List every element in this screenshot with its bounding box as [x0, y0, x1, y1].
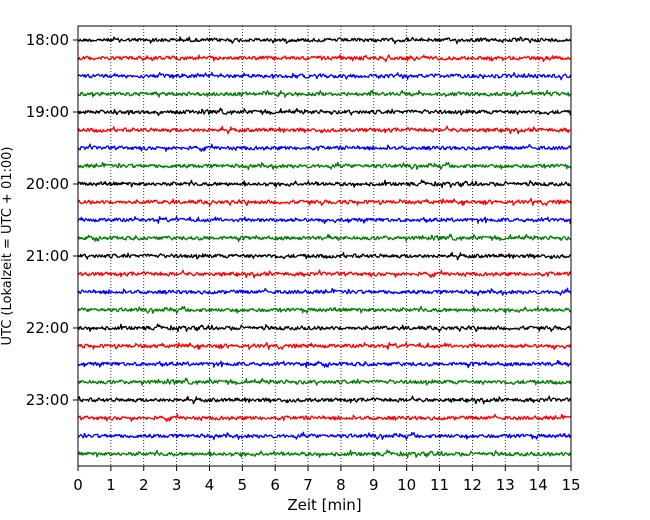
- seismogram-traces: [77, 36, 572, 459]
- trace-2200: [77, 323, 572, 333]
- y-tick-label-21:00: 21:00: [26, 247, 69, 265]
- x-tick-label-8: 8: [336, 476, 346, 494]
- plot-frame: [77, 25, 572, 467]
- x-tick-label-4: 4: [205, 476, 215, 494]
- x-tick-label-9: 9: [369, 476, 379, 494]
- x-tick-label-14: 14: [529, 476, 548, 494]
- x-tick-label-3: 3: [172, 476, 182, 494]
- trace-2315: [77, 413, 572, 422]
- trace-2000: [77, 179, 572, 189]
- trace-2215: [77, 341, 572, 351]
- trace-1945: [77, 161, 572, 171]
- trace-2230: [77, 359, 572, 369]
- trace-2045: [77, 233, 572, 243]
- y-axis-ticks: 18:00 19:00 20:00 21:00 22:00 23:00: [26, 31, 78, 409]
- trace-2145: [77, 305, 572, 314]
- trace-1900: [77, 107, 572, 117]
- grid-lines: [110, 26, 539, 466]
- y-tick-label-18:00: 18:00: [26, 31, 69, 49]
- trace-2100: [77, 251, 572, 261]
- x-tick-label-2: 2: [139, 476, 149, 494]
- x-axis-label: Zeit [min]: [287, 496, 361, 514]
- x-tick-label-5: 5: [238, 476, 248, 494]
- trace-2345: [77, 449, 572, 459]
- trace-1815: [77, 54, 571, 63]
- trace-1845: [77, 89, 572, 98]
- trace-2015: [77, 197, 572, 207]
- x-tick-label-13: 13: [496, 476, 515, 494]
- x-tick-label-6: 6: [270, 476, 280, 494]
- trace-2130: [77, 287, 572, 297]
- y-tick-label-23:00: 23:00: [26, 391, 69, 409]
- trace-1915: [77, 125, 572, 135]
- x-tick-label-1: 1: [106, 476, 116, 494]
- y-tick-label-22:00: 22:00: [26, 319, 69, 337]
- trace-2330: [77, 431, 572, 441]
- trace-2245: [77, 377, 572, 386]
- trace-1830: [77, 71, 572, 81]
- trace-2030: [77, 216, 572, 225]
- y-axis-label: UTC (Lokalzeit = UTC + 01:00): [0, 147, 15, 346]
- y-tick-label-20:00: 20:00: [26, 175, 69, 193]
- trace-1800: [77, 36, 572, 45]
- x-axis-ticks: 0 1 2 3 4 5 6 7 8 9 10 11 12 13 14 15: [73, 466, 581, 494]
- x-tick-label-7: 7: [303, 476, 313, 494]
- x-tick-label-11: 11: [430, 476, 449, 494]
- x-tick-label-15: 15: [561, 476, 580, 494]
- trace-2115: [77, 269, 572, 279]
- x-tick-label-12: 12: [463, 476, 482, 494]
- x-tick-label-0: 0: [73, 476, 83, 494]
- trace-2300: [77, 395, 572, 405]
- trace-1930: [77, 143, 572, 152]
- y-tick-label-19:00: 19:00: [26, 103, 69, 121]
- x-tick-label-10: 10: [397, 476, 416, 494]
